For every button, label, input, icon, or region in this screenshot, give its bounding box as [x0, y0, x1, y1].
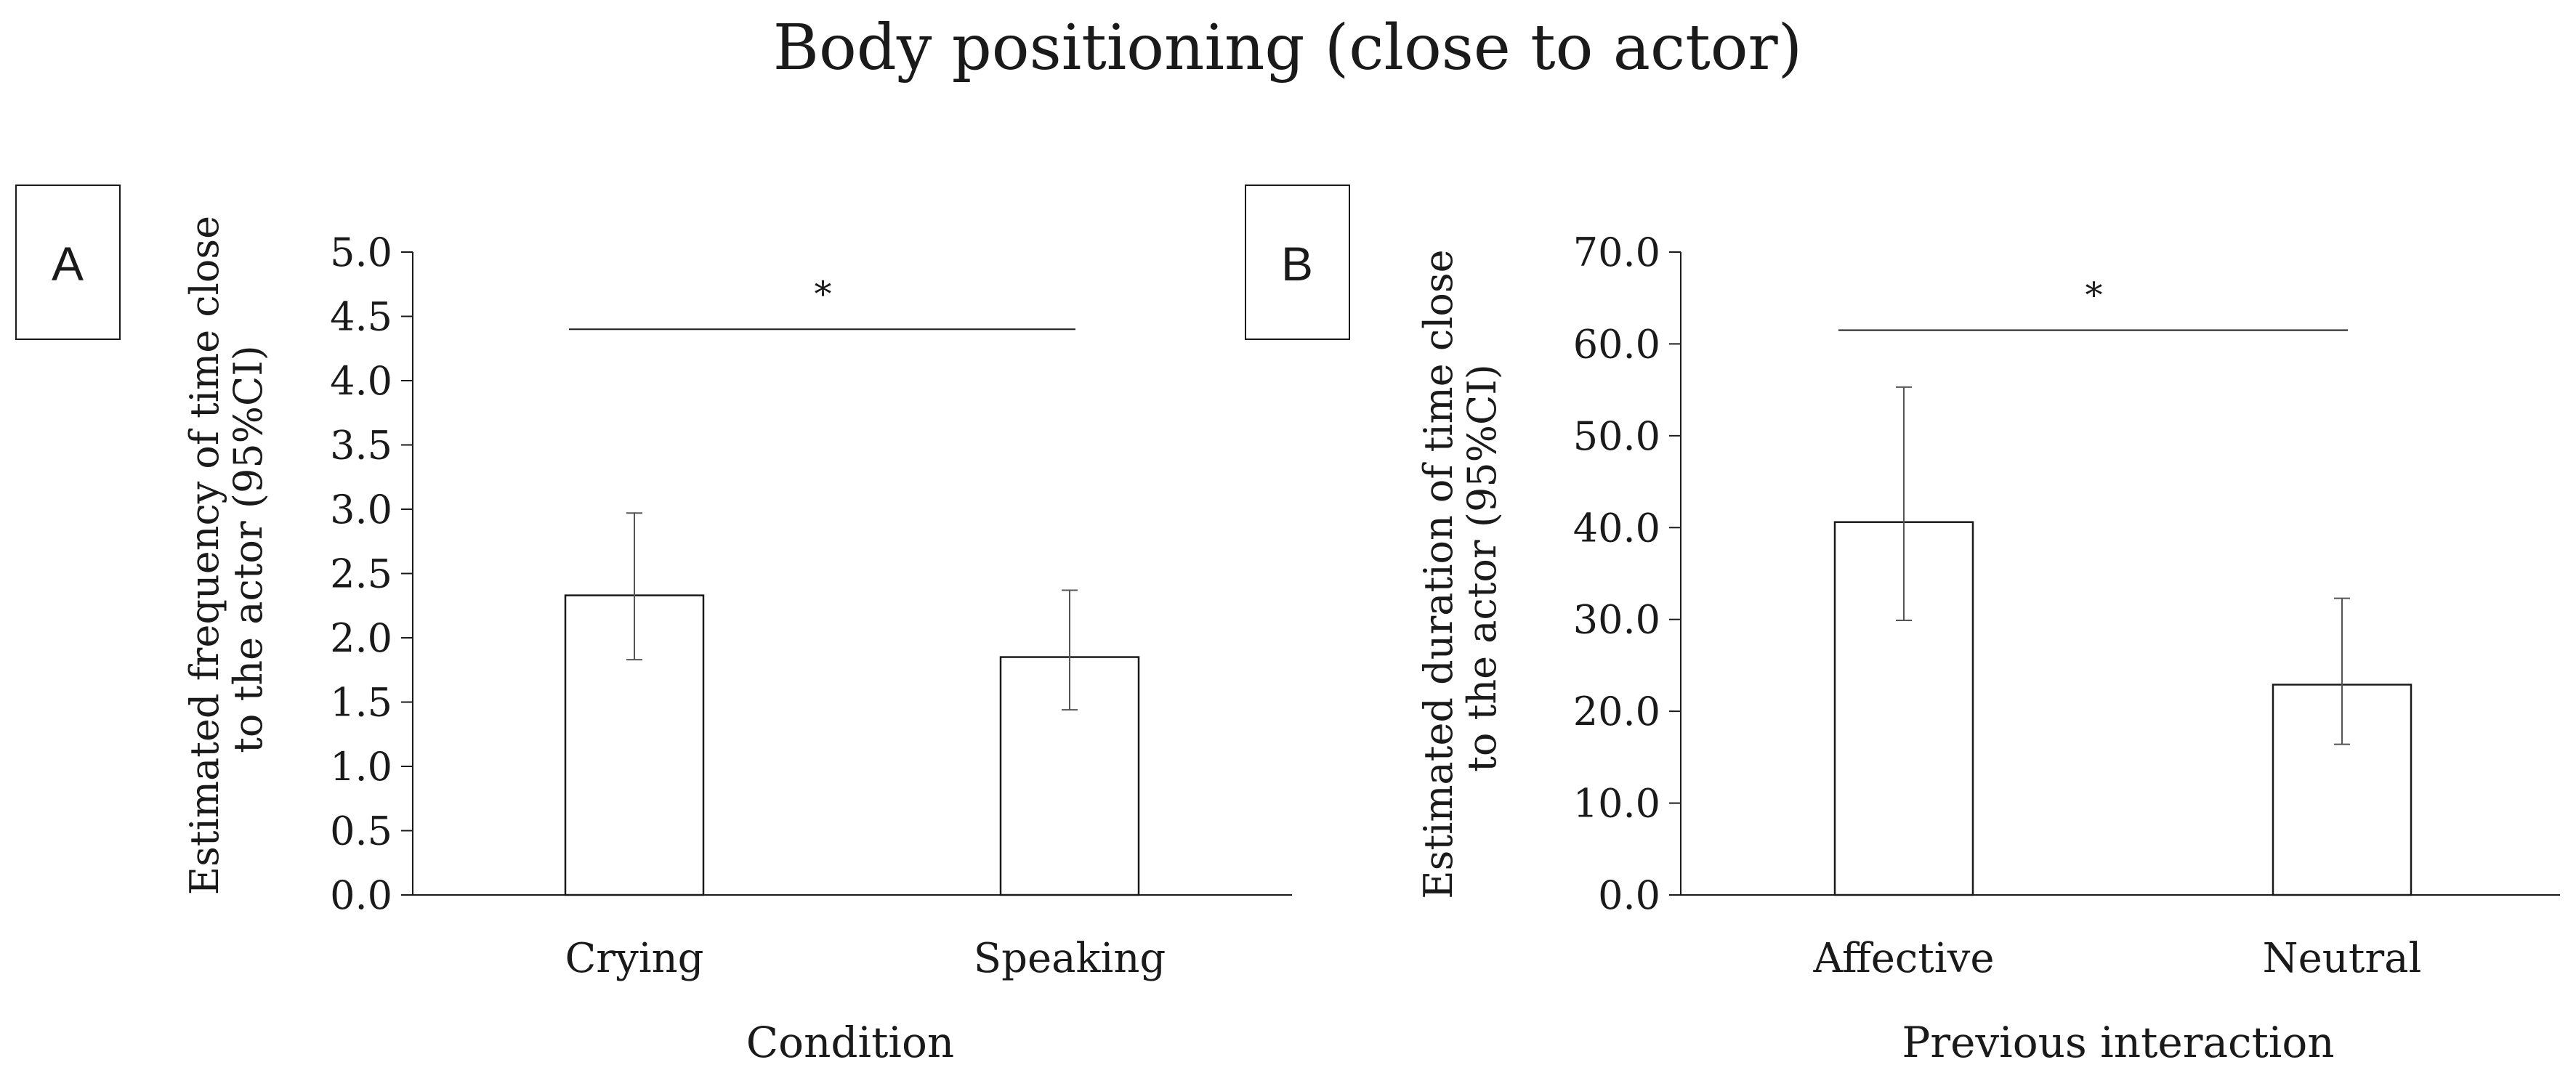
x-tick-label: Speaking [974, 935, 1166, 982]
y-tick-label: 4.5 [330, 294, 392, 340]
y-tick-label: 3.5 [330, 423, 392, 469]
y-tick-label: 50.0 [1573, 413, 1660, 459]
y-tick-label: 1.0 [330, 744, 392, 790]
x-tick-label: Affective [1813, 935, 1995, 982]
y-tick-label: 2.5 [330, 551, 392, 597]
y-tick-label: 30.0 [1573, 597, 1660, 643]
y-tick-label: 3.0 [330, 487, 392, 532]
y-axis-title-line-1: Estimated frequency of time close [182, 216, 227, 895]
y-tick-label: 2.0 [330, 615, 392, 661]
panel-b: B Estimated duration of time close to th… [1245, 185, 2560, 1067]
panel-label: B [1281, 237, 1313, 291]
y-tick-label: 10.0 [1573, 781, 1660, 827]
y-axis-title-line-2: to the actor (95%CI) [225, 345, 271, 753]
panel-label-box [1245, 185, 1350, 340]
figure-title: Body positioning (close to actor) [773, 12, 1802, 84]
y-tick-label: 40.0 [1573, 505, 1660, 551]
y-tick-label: 4.0 [330, 358, 392, 404]
bars [564, 594, 1140, 896]
y-tick-label: 0.0 [1598, 872, 1660, 918]
error-bars [626, 512, 1078, 711]
x-axis: Affective Neutral [1681, 894, 2560, 982]
y-axis: 0.0 0.5 1.0 1.5 2.0 2.5 3.0 3.5 4.0 4.5 5.0 [330, 230, 413, 918]
x-tick-label: Crying [565, 935, 703, 982]
x-axis-title: Previous interaction [1902, 1018, 2334, 1067]
y-axis-title: Estimated duration of time close to the … [1416, 237, 1505, 899]
x-axis-title: Condition [746, 1018, 954, 1067]
panel-label: A [52, 237, 84, 291]
y-tick-label: 70.0 [1573, 230, 1660, 275]
y-axis-title-line-2: to the actor (95%CI) [1459, 364, 1505, 771]
y-tick-label: 0.0 [330, 872, 392, 918]
significance-marker: * [815, 274, 832, 315]
y-tick-label: 0.5 [330, 809, 392, 854]
y-tick-label: 60.0 [1573, 321, 1660, 367]
y-tick-label: 5.0 [330, 230, 392, 275]
y-tick-label: 20.0 [1573, 689, 1660, 734]
x-axis: Crying Speaking [413, 894, 1292, 982]
y-axis-title-line-1: Estimated duration of time close [1416, 249, 1461, 899]
y-axis: 0.0 10.0 20.0 30.0 40.0 50.0 60.0 70.0 [1573, 230, 1681, 918]
y-axis-title: Estimated frequency of time close to the… [182, 203, 271, 895]
error-bars [1896, 386, 2350, 745]
significance-marker: * [2086, 275, 2103, 315]
panel-a: A Estimated frequency of time close to t… [15, 185, 1292, 1067]
panel-label-box [15, 185, 121, 340]
bars [1833, 521, 2413, 896]
y-tick-label: 1.5 [330, 680, 392, 726]
x-tick-label: Neutral [2263, 935, 2422, 982]
